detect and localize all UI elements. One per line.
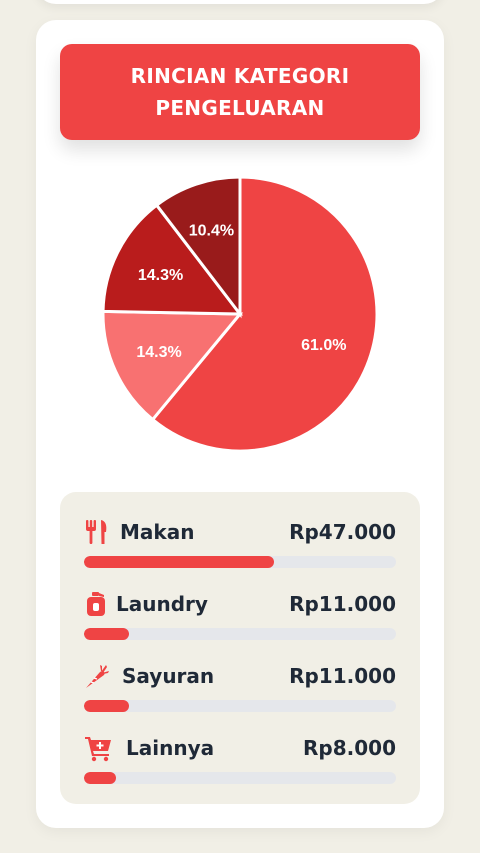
- progress-track: [84, 772, 396, 784]
- pie-slice-lainnya[interactable]: [154, 175, 242, 319]
- category-name: Lainnya: [126, 736, 215, 760]
- pie-slice-label: 10.4%: [189, 223, 234, 240]
- utensils-icon: [86, 520, 107, 544]
- progress-fill: [84, 772, 117, 784]
- category-name: Laundry: [116, 592, 208, 616]
- category-amount: Rp47.000: [289, 520, 396, 544]
- detergent-bottle-icon: [87, 592, 105, 616]
- progress-track: [84, 556, 396, 568]
- section-title: RINCIAN KATEGORI PENGELUARAN: [130, 64, 350, 120]
- progress-track: [84, 700, 396, 712]
- carrot-icon: [86, 665, 109, 688]
- cart-plus-icon: [85, 737, 111, 762]
- category-name: Sayuran: [122, 664, 215, 688]
- pie-slice-sayuran[interactable]: [101, 203, 244, 316]
- list-item-sayuran[interactable]: Sayuran Rp11.000: [84, 660, 396, 716]
- pie-slice-label: 61.0%: [301, 337, 346, 354]
- pie-slice-makan[interactable]: [150, 175, 379, 453]
- category-breakdown-card: RINCIAN KATEGORI PENGELUARAN 61.0% 14.3% 1…: [36, 20, 444, 828]
- category-list: Makan Rp47.000 Laundry Rp11.000: [60, 492, 420, 804]
- category-name: Makan: [120, 520, 195, 544]
- list-item-makan[interactable]: Makan Rp47.000: [84, 516, 396, 572]
- category-amount: Rp8.000: [303, 736, 396, 760]
- pie-slice-label: 14.3%: [138, 267, 183, 284]
- progress-fill: [84, 556, 275, 568]
- pie-slice-label: 14.3%: [136, 344, 181, 361]
- progress-fill: [84, 700, 129, 712]
- progress-track: [84, 628, 396, 640]
- pie-chart: 61.0% 14.3% 14.3% 10.4%: [101, 175, 379, 453]
- section-header: RINCIAN KATEGORI PENGELUARAN: [60, 44, 420, 140]
- pie-slice-laundry[interactable]: [101, 309, 244, 422]
- progress-fill: [84, 628, 129, 640]
- list-item-lainnya[interactable]: Lainnya Rp8.000: [84, 732, 396, 788]
- previous-card-edge: [36, 0, 444, 4]
- list-item-laundry[interactable]: Laundry Rp11.000: [84, 588, 396, 644]
- category-amount: Rp11.000: [289, 592, 396, 616]
- category-amount: Rp11.000: [289, 664, 396, 688]
